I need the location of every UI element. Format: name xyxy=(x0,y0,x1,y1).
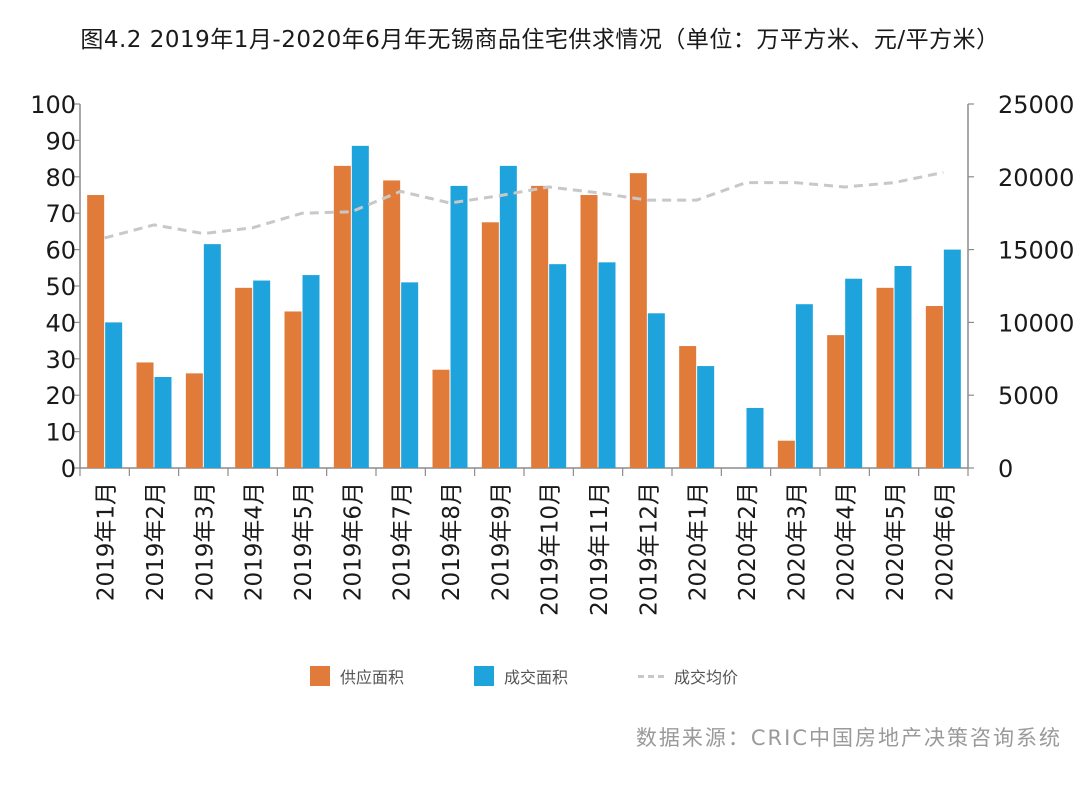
source-note: 数据来源：CRIC中国房地产决策咨询系统 xyxy=(635,726,1062,750)
bar-deal xyxy=(203,244,221,468)
x-tick-label: 2019年7月 xyxy=(390,482,416,601)
bar-deal xyxy=(401,282,419,468)
x-tick-label: 2020年2月 xyxy=(735,482,761,601)
line-avg-price xyxy=(104,170,944,240)
bar-supply xyxy=(580,195,598,468)
bar-deal xyxy=(943,249,961,468)
x-tick-label: 2019年9月 xyxy=(488,482,514,601)
bar-deal xyxy=(598,262,616,468)
bar-supply xyxy=(925,306,943,468)
bar-deal xyxy=(499,165,517,468)
x-tick-label: 2019年1月 xyxy=(94,482,120,601)
bar-deal xyxy=(697,366,715,468)
x-tick-label: 2019年3月 xyxy=(192,482,218,601)
bar-supply xyxy=(383,180,401,468)
bar-deal xyxy=(154,377,172,468)
y-tick-label-right: 20000 xyxy=(998,164,1074,192)
y-tick-label-left: 100 xyxy=(30,91,76,119)
x-tick-label: 2020年5月 xyxy=(883,482,909,601)
x-tick-label: 2019年6月 xyxy=(340,482,366,601)
bar-deal xyxy=(351,145,369,469)
y-tick-label-right: 5000 xyxy=(998,382,1059,410)
y-tick-label-left: 90 xyxy=(45,127,76,155)
legend: 供应面积 成交面积 成交均价 xyxy=(310,664,808,688)
bar-deal xyxy=(302,275,320,468)
legend-item-price: 成交均价 xyxy=(638,664,738,688)
bar-supply xyxy=(235,287,253,468)
x-tick-label: 2020年6月 xyxy=(932,482,958,601)
x-tick-label: 2019年2月 xyxy=(143,482,169,601)
y-tick-label-right: 15000 xyxy=(998,237,1074,265)
y-tick-label-left: 0 xyxy=(61,455,76,483)
x-tick-label: 2019年5月 xyxy=(291,482,317,601)
x-tick-label: 2019年10月 xyxy=(538,482,564,616)
y-tick-label-left: 80 xyxy=(45,164,76,192)
x-tick-label: 2019年8月 xyxy=(439,482,465,601)
x-tick-label: 2019年4月 xyxy=(242,482,268,601)
bar-deal xyxy=(845,278,863,468)
bar-deal xyxy=(746,407,764,468)
y-tick-label-left: 40 xyxy=(45,309,76,337)
x-tick-label: 2020年1月 xyxy=(686,482,712,601)
bar-supply xyxy=(333,165,351,468)
x-tick-label: 2020年4月 xyxy=(834,482,860,601)
y-tick-label-left: 10 xyxy=(45,419,76,447)
legend-item-deal: 成交面积 xyxy=(474,664,568,688)
legend-label-deal: 成交面积 xyxy=(504,668,569,687)
bar-supply xyxy=(629,173,647,468)
bar-deal xyxy=(795,304,813,468)
bar-supply xyxy=(87,195,105,468)
legend-swatch-deal xyxy=(474,666,495,686)
legend-swatch-price xyxy=(638,674,665,678)
bar-supply xyxy=(284,311,302,468)
bar-supply xyxy=(777,440,795,468)
y-tick-label-left: 20 xyxy=(45,382,76,410)
bar-deal xyxy=(647,313,665,468)
y-tick-label-right: 0 xyxy=(998,455,1013,483)
x-tick-label: 2020年3月 xyxy=(784,482,810,601)
y-tick-label-left: 70 xyxy=(45,200,76,228)
bar-supply xyxy=(136,362,154,468)
bar-deal xyxy=(894,265,912,468)
y-tick-label-right: 10000 xyxy=(998,309,1074,337)
bar-deal xyxy=(253,280,271,468)
bar-supply xyxy=(827,335,845,468)
bar-supply xyxy=(432,369,450,468)
legend-swatch-supply xyxy=(310,666,330,686)
x-tick-label: 2019年11月 xyxy=(587,482,613,616)
x-tick-label: 2019年12月 xyxy=(636,482,662,616)
legend-label-price: 成交均价 xyxy=(674,668,739,687)
bar-deal xyxy=(549,264,567,468)
legend-item-supply: 供应面积 xyxy=(310,664,404,688)
bar-supply xyxy=(481,222,499,468)
bar-deal xyxy=(105,322,123,468)
bar-supply xyxy=(531,185,549,468)
y-tick-label-right: 25000 xyxy=(998,91,1074,119)
legend-label-supply: 供应面积 xyxy=(340,668,405,687)
bar-deal xyxy=(450,185,468,468)
y-tick-label-left: 60 xyxy=(45,237,76,265)
y-tick-label-left: 30 xyxy=(45,346,76,374)
bar-supply xyxy=(185,373,203,468)
bar-supply xyxy=(679,346,697,468)
y-tick-label-left: 50 xyxy=(45,273,76,301)
bar-supply xyxy=(876,287,894,468)
chart-title: 图4.2 2019年1月-2020年6月年无锡商品住宅供求情况（单位：万平方米、… xyxy=(80,27,1000,53)
